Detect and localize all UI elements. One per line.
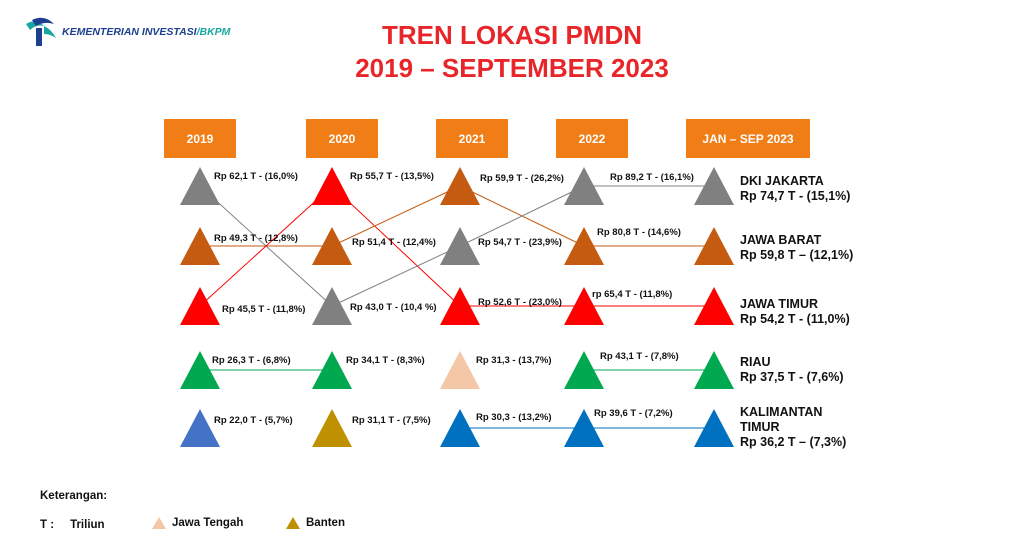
triangle-marker-dki: [694, 167, 734, 205]
legend-item-banten: Banten: [286, 517, 345, 529]
province-kalimantan-timur: KALIMANTAN TIMUR Rp 36,2 T – (7,3%): [740, 405, 846, 450]
province-value: Rp 37,5 T - (7,6%): [740, 370, 844, 384]
triangle-marker-jabar: [694, 227, 734, 265]
connector-line-dki: [331, 245, 461, 307]
logo-name: KEMENTERIAN INVESTASI: [62, 26, 197, 38]
triangle-marker-dki: [180, 167, 220, 205]
value-label: Rp 22,0 T - (5,7%): [214, 415, 293, 426]
legend-title: Keterangan:: [40, 490, 108, 502]
value-label: Rp 31,1 T - (7,5%): [352, 415, 431, 426]
triangle-marker-jatim: [694, 287, 734, 325]
value-label: Rp 80,8 T - (14,6%): [597, 227, 681, 238]
province-name: JAWA TIMUR: [740, 297, 819, 311]
value-label: Rp 39,6 T - (7,2%): [594, 408, 673, 419]
province-value: Rp 74,7 T - (15,1%): [740, 189, 851, 203]
province-riau: RIAU Rp 37,5 T - (7,6%): [740, 355, 844, 385]
triangle-marker-jatim: [440, 287, 480, 325]
logo-suffix: /BKPM: [196, 26, 231, 38]
legend-item-jawa-tengah: Jawa Tengah: [152, 517, 243, 529]
value-label: Rp 62,1 T - (16,0%): [214, 171, 298, 182]
value-label: Rp 34,1 T - (8,3%): [346, 355, 425, 366]
province-value: Rp 59,8 T – (12,1%): [740, 248, 854, 262]
triangle-icon: [286, 517, 300, 529]
logo-text: KEMENTERIAN INVESTASI/BKPM: [62, 26, 230, 38]
value-label: Rp 43,1 T - (7,8%): [600, 351, 679, 362]
year-header-2022: 2022: [556, 119, 628, 158]
triangle-marker-jatim: [564, 287, 604, 325]
value-label: Rp 89,2 T - (16,1%): [610, 172, 694, 183]
province-value: Rp 36,2 T – (7,3%): [740, 435, 847, 449]
province-name: DKI JAKARTA: [740, 174, 824, 188]
triangle-marker-riau: [312, 351, 352, 389]
value-label: Rp 51,4 T - (12,4%): [352, 237, 436, 248]
value-label: Rp 43,0 T - (10,4 %): [350, 302, 437, 313]
province-name: KALIMANTAN TIMUR: [740, 405, 823, 434]
triangle-marker-dki: [440, 227, 480, 265]
bkpm-logo-icon: [26, 17, 56, 46]
triangle-marker-jateng: [440, 351, 480, 389]
value-label: rp 65,4 T - (11,8%): [592, 289, 673, 300]
province-jawa-barat: JAWA BARAT Rp 59,8 T – (12,1%): [740, 233, 853, 263]
province-jawa-timur: JAWA TIMUR Rp 54,2 T - (11,0%): [740, 297, 850, 327]
triangle-marker-kaltim: [564, 409, 604, 447]
year-header-2021: 2021: [436, 119, 508, 158]
value-label: Rp 45,5 T - (11,8%): [222, 304, 306, 315]
province-name: JAWA BARAT: [740, 233, 822, 247]
year-header-2023: JAN – SEP 2023: [686, 119, 810, 158]
value-label: Rp 49,3 T - (12,8%): [214, 233, 298, 244]
triangle-marker-riau: [564, 351, 604, 389]
connector-line-jatim: [199, 185, 333, 307]
triangle-marker-kaltim: [440, 409, 480, 447]
province-dki-jakarta: DKI JAKARTA Rp 74,7 T - (15,1%): [740, 174, 850, 204]
value-label: Rp 55,7 T - (13,5%): [350, 171, 434, 182]
triangle-marker-dki: [312, 287, 352, 325]
triangle-marker-jatim: [312, 167, 352, 205]
value-label: Rp 30,3 - (13,2%): [476, 412, 552, 423]
value-label: Rp 52,6 T - (23,0%): [478, 297, 562, 308]
connector-line-jabar: [331, 185, 461, 247]
value-label: Rp 31,3 - (13,7%): [476, 355, 552, 366]
value-label: Rp 59,9 T - (26,2%): [480, 173, 564, 184]
triangle-marker-jabar: [564, 227, 604, 265]
triangle-marker-jatim: [180, 287, 220, 325]
triangle-marker-jabar: [180, 227, 220, 265]
triangle-marker-banten: [312, 409, 352, 447]
legend-unit-symbol: T :: [40, 519, 55, 531]
legend-label: Jawa Tengah: [172, 517, 244, 529]
triangle-marker-dki: [564, 167, 604, 205]
triangle-marker-riau: [694, 351, 734, 389]
year-header-2019: 2019: [164, 119, 236, 158]
legend-label: Banten: [306, 517, 345, 529]
triangle-marker-kaltim: [694, 409, 734, 447]
triangle-marker-jabar: [440, 167, 480, 205]
connector-line-jatim: [331, 185, 461, 307]
triangle-marker-riau: [180, 351, 220, 389]
triangle-icon: [152, 517, 166, 529]
triangle-marker-sulsel: [180, 409, 220, 447]
legend-unit: T : Triliun: [40, 519, 105, 531]
value-label: Rp 54,7 T - (23,9%): [478, 237, 562, 248]
triangle-marker-jabar: [312, 227, 352, 265]
value-label: Rp 26,3 T - (6,8%): [212, 355, 291, 366]
year-header-2020: 2020: [306, 119, 378, 158]
page-subtitle: 2019 – SEPTEMBER 2023: [355, 53, 669, 83]
legend-unit-meaning: Triliun: [70, 519, 105, 531]
province-name: RIAU: [740, 355, 771, 369]
province-value: Rp 54,2 T - (11,0%): [740, 312, 850, 326]
connector-line-dki: [459, 185, 585, 247]
page-title: TREN LOKASI PMDN: [382, 20, 642, 50]
